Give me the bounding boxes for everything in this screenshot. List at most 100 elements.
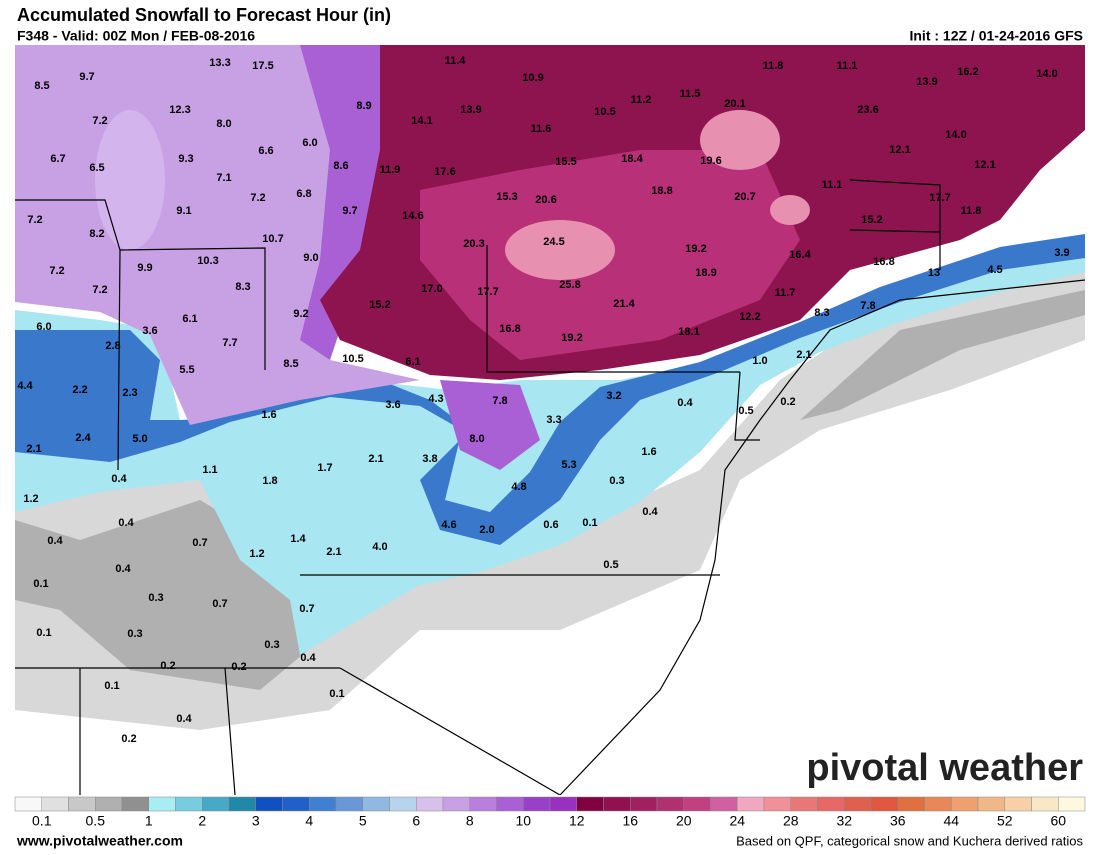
map-value-label: 6.8 bbox=[296, 188, 311, 200]
map-value-label: 19.6 bbox=[700, 155, 721, 167]
legend-swatch bbox=[362, 796, 390, 812]
legend-label: 10 bbox=[515, 813, 531, 829]
legend-swatch bbox=[228, 796, 256, 812]
map-value-label: 8.2 bbox=[89, 228, 104, 240]
map-value-label: 5.3 bbox=[561, 459, 576, 471]
legend-label: 44 bbox=[943, 813, 959, 829]
map-value-label: 19.2 bbox=[685, 243, 706, 255]
map-value-label: 10.9 bbox=[522, 72, 543, 84]
map-value-label: 1.2 bbox=[249, 548, 264, 560]
legend-swatch bbox=[844, 796, 872, 812]
map-value-label: 2.4 bbox=[75, 432, 91, 444]
legend-label: 1 bbox=[145, 813, 153, 829]
map-value-label: 0.1 bbox=[582, 517, 597, 529]
map-value-label: 15.3 bbox=[496, 191, 517, 203]
legend-swatch bbox=[335, 796, 363, 812]
legend-label: 12 bbox=[569, 813, 585, 829]
map-value-label: 11.7 bbox=[775, 287, 796, 299]
map-value-label: 9.1 bbox=[176, 205, 191, 217]
map-value-label: 1.0 bbox=[752, 355, 767, 367]
map-value-label: 21.4 bbox=[613, 298, 635, 310]
legend-label: 6 bbox=[412, 813, 420, 829]
map-value-label: 3.8 bbox=[422, 453, 437, 465]
logo: pivotal weather bbox=[806, 747, 1083, 789]
title: Accumulated Snowfall to Forecast Hour (i… bbox=[17, 5, 391, 25]
map-value-label: 17.6 bbox=[434, 166, 455, 178]
map-value-label: 17.7 bbox=[477, 286, 498, 298]
map-value-label: 1.2 bbox=[23, 493, 38, 505]
map-value-label: 14.6 bbox=[402, 210, 423, 222]
map-value-label: 4.0 bbox=[372, 541, 387, 553]
legend-swatch bbox=[817, 796, 845, 812]
map-value-label: 8.0 bbox=[216, 118, 231, 130]
map-value-label: 10.3 bbox=[197, 255, 218, 267]
map-value-label: 11.4 bbox=[445, 55, 467, 67]
map-value-label: 8.3 bbox=[814, 307, 829, 319]
map-value-label: 9.7 bbox=[79, 71, 94, 83]
map-value-label: 13.3 bbox=[209, 57, 230, 69]
legend-swatch bbox=[924, 796, 952, 812]
legend-label: 52 bbox=[997, 813, 1013, 829]
map-value-label: 5.5 bbox=[179, 364, 194, 376]
legend-swatch bbox=[41, 796, 69, 812]
map-value-label: 15.2 bbox=[861, 214, 882, 226]
legend-swatch bbox=[14, 796, 42, 812]
map-value-label: 3.3 bbox=[546, 414, 561, 426]
map-value-label: 1.4 bbox=[290, 533, 306, 545]
legend-swatch bbox=[282, 796, 310, 812]
legend-swatch bbox=[175, 796, 203, 812]
legend-swatch bbox=[1004, 796, 1032, 812]
map-value-label: 3.2 bbox=[606, 390, 621, 402]
map-value-label: 1.6 bbox=[641, 446, 656, 458]
color-legend: 0.1 0.5 1 2 3 4 5 6 8 10 12 16 20 24 28 32 36 44 52 60 bbox=[14, 796, 1086, 829]
map-value-label: 17.7 bbox=[929, 192, 950, 204]
legend-label: 3 bbox=[252, 813, 260, 829]
map-value-label: 1.6 bbox=[261, 409, 276, 421]
map-value-label: 0.6 bbox=[543, 519, 558, 531]
legend-label: 8 bbox=[466, 813, 474, 829]
map-value-label: 8.9 bbox=[356, 100, 371, 112]
subtitle: F348 - Valid: 00Z Mon / FEB-08-2016 bbox=[17, 28, 255, 44]
map-value-label: 20.3 bbox=[463, 238, 484, 250]
map-value-label: 2.1 bbox=[326, 546, 341, 558]
legend-swatch bbox=[790, 796, 818, 812]
map-value-label: 18.1 bbox=[678, 326, 699, 338]
map-value-label: 8.0 bbox=[469, 433, 484, 445]
map-value-label: 25.8 bbox=[559, 279, 580, 291]
map-value-label: 4.8 bbox=[511, 481, 526, 493]
map-value-label: 13.9 bbox=[916, 76, 937, 88]
map-value-label: 2.1 bbox=[796, 349, 811, 361]
map-value-label: 8.5 bbox=[34, 80, 49, 92]
map-value-label: 0.5 bbox=[738, 405, 753, 417]
map-value-label: 1.1 bbox=[202, 464, 217, 476]
map-value-label: 12.1 bbox=[974, 159, 995, 171]
map-value-label: 17.5 bbox=[252, 60, 273, 72]
map-value-label: 12.2 bbox=[739, 311, 760, 323]
map-value-label: 7.2 bbox=[49, 265, 64, 277]
map-value-label: 3.9 bbox=[1054, 247, 1069, 259]
map-value-label: 9.9 bbox=[137, 262, 152, 274]
map-value-label: 14.0 bbox=[1036, 68, 1057, 80]
map-value-label: 17.0 bbox=[421, 283, 442, 295]
legend-label: 0.1 bbox=[32, 813, 52, 829]
legend-swatch bbox=[897, 796, 925, 812]
legend-swatch bbox=[737, 796, 765, 812]
legend-swatch bbox=[870, 796, 898, 812]
map-value-label: 0.3 bbox=[609, 475, 624, 487]
map-value-label: 20.6 bbox=[535, 194, 556, 206]
map-value-label: 11.9 bbox=[380, 164, 401, 176]
map-value-label: 7.2 bbox=[92, 115, 107, 127]
legend-swatch bbox=[469, 796, 497, 812]
legend-label: 32 bbox=[836, 813, 852, 829]
map-value-label: 16.4 bbox=[789, 249, 811, 261]
legend-swatch bbox=[416, 796, 444, 812]
legend-swatch bbox=[68, 796, 96, 812]
legend-label: 4 bbox=[305, 813, 313, 829]
map-value-label: 6.5 bbox=[89, 162, 104, 174]
map-value-label: 18.8 bbox=[651, 185, 672, 197]
map-value-label: 23.6 bbox=[857, 104, 878, 116]
map-value-label: 2.1 bbox=[368, 453, 383, 465]
map-value-label: 4.6 bbox=[441, 519, 456, 531]
map-value-label: 8.6 bbox=[333, 160, 348, 172]
map-value-label: 13.9 bbox=[460, 104, 481, 116]
